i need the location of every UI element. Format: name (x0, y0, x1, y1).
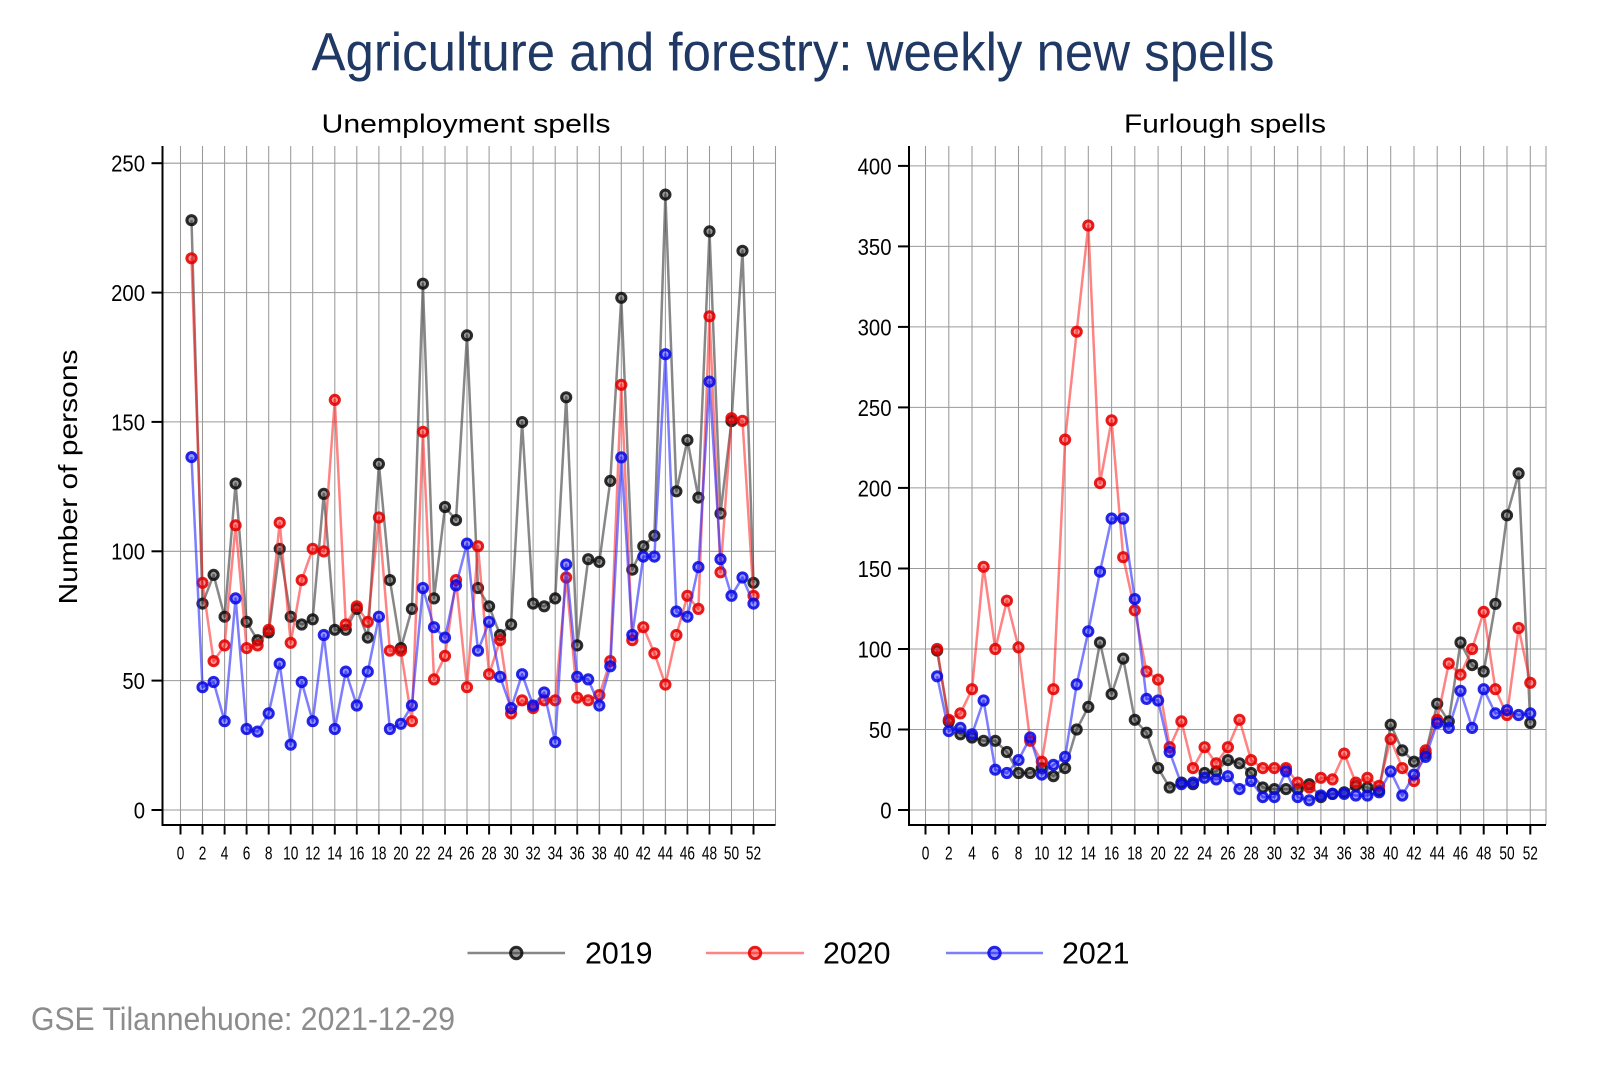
svg-text:16: 16 (1104, 844, 1119, 864)
svg-text:GSE Tilannehuone: 2021-12-29: GSE Tilannehuone: 2021-12-29 (31, 1001, 455, 1037)
svg-text:18: 18 (371, 844, 386, 864)
svg-text:20: 20 (1151, 844, 1166, 864)
svg-text:2020: 2020 (823, 936, 891, 971)
svg-text:Furlough spells: Furlough spells (1124, 109, 1326, 139)
svg-text:42: 42 (1406, 844, 1421, 864)
svg-text:20: 20 (393, 844, 408, 864)
svg-text:2: 2 (945, 844, 953, 864)
svg-text:200: 200 (111, 280, 145, 306)
svg-text:40: 40 (614, 844, 629, 864)
svg-text:2019: 2019 (585, 936, 653, 971)
svg-text:50: 50 (1499, 844, 1514, 864)
svg-text:50: 50 (724, 844, 739, 864)
svg-text:32: 32 (1290, 844, 1305, 864)
svg-text:200: 200 (858, 475, 892, 501)
svg-text:26: 26 (459, 844, 474, 864)
svg-text:48: 48 (702, 844, 717, 864)
svg-text:22: 22 (1174, 844, 1189, 864)
svg-text:38: 38 (1360, 844, 1375, 864)
svg-text:12: 12 (1058, 844, 1073, 864)
svg-text:44: 44 (1430, 844, 1445, 864)
svg-text:8: 8 (1015, 844, 1023, 864)
svg-text:300: 300 (858, 314, 892, 340)
svg-text:6: 6 (243, 844, 251, 864)
svg-text:4: 4 (221, 844, 229, 864)
svg-text:24: 24 (437, 844, 452, 864)
svg-text:6: 6 (992, 844, 1000, 864)
svg-text:18: 18 (1127, 844, 1142, 864)
svg-text:50: 50 (869, 717, 892, 743)
svg-text:14: 14 (1081, 844, 1096, 864)
svg-text:Number of persons: Number of persons (53, 350, 83, 605)
svg-text:4: 4 (968, 844, 976, 864)
svg-text:48: 48 (1476, 844, 1491, 864)
svg-text:24: 24 (1197, 844, 1212, 864)
svg-text:0: 0 (880, 797, 891, 823)
svg-text:150: 150 (111, 409, 145, 435)
svg-text:2021: 2021 (1062, 936, 1130, 971)
svg-text:Agriculture and forestry: week: Agriculture and forestry: weekly new spe… (312, 23, 1275, 83)
svg-text:36: 36 (1337, 844, 1352, 864)
svg-text:38: 38 (592, 844, 607, 864)
svg-text:52: 52 (1523, 844, 1538, 864)
svg-text:2: 2 (199, 844, 207, 864)
svg-text:52: 52 (746, 844, 761, 864)
svg-text:8: 8 (265, 844, 273, 864)
svg-text:12: 12 (305, 844, 320, 864)
svg-text:36: 36 (570, 844, 585, 864)
svg-text:0: 0 (922, 844, 930, 864)
svg-text:50: 50 (122, 668, 145, 694)
svg-text:14: 14 (327, 844, 342, 864)
svg-text:16: 16 (349, 844, 364, 864)
svg-text:250: 250 (111, 151, 145, 177)
svg-text:46: 46 (680, 844, 695, 864)
svg-text:28: 28 (1244, 844, 1259, 864)
svg-text:30: 30 (1267, 844, 1282, 864)
svg-text:0: 0 (177, 844, 185, 864)
svg-text:250: 250 (858, 395, 892, 421)
svg-text:400: 400 (858, 153, 892, 179)
svg-text:10: 10 (283, 844, 298, 864)
svg-text:34: 34 (548, 844, 563, 864)
svg-text:42: 42 (636, 844, 651, 864)
svg-text:350: 350 (858, 234, 892, 260)
svg-text:Unemployment spells: Unemployment spells (322, 109, 611, 139)
svg-text:26: 26 (1220, 844, 1235, 864)
svg-text:40: 40 (1383, 844, 1398, 864)
svg-text:44: 44 (658, 844, 673, 864)
svg-text:22: 22 (415, 844, 430, 864)
svg-text:46: 46 (1453, 844, 1468, 864)
svg-text:100: 100 (858, 636, 892, 662)
svg-text:34: 34 (1313, 844, 1328, 864)
svg-text:150: 150 (858, 556, 892, 582)
svg-text:100: 100 (111, 539, 145, 565)
svg-text:30: 30 (504, 844, 519, 864)
svg-text:32: 32 (526, 844, 541, 864)
svg-text:28: 28 (482, 844, 497, 864)
svg-text:0: 0 (134, 797, 145, 823)
svg-text:10: 10 (1034, 844, 1049, 864)
